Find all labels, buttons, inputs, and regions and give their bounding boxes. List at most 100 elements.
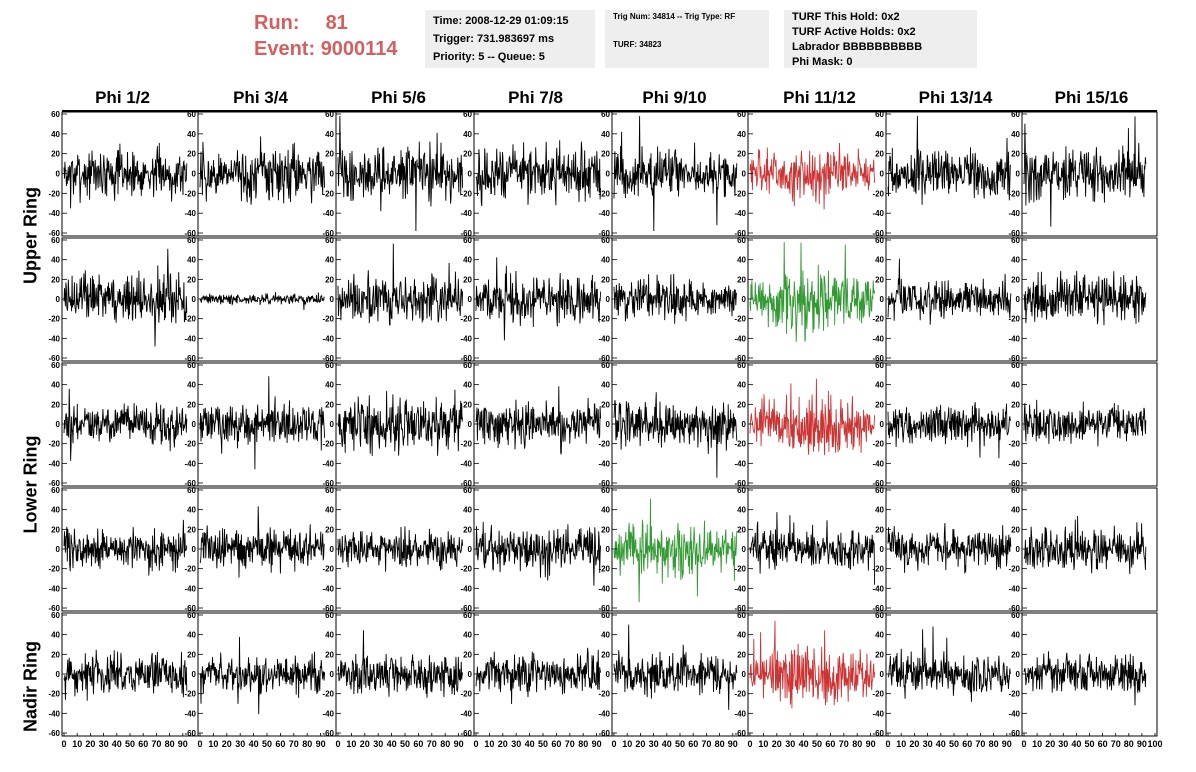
- y-tick-label: 60: [187, 236, 196, 245]
- x-tick-label: 80: [852, 739, 862, 749]
- x-tick-label: 20: [222, 739, 232, 749]
- y-tick-label: 0: [1016, 295, 1021, 304]
- waveform-trace: [613, 498, 738, 603]
- y-tick-label: -60: [48, 604, 60, 613]
- y-tick-label: -20: [460, 440, 472, 449]
- trigger-line: Trigger: 731.983697 ms: [433, 33, 555, 45]
- x-tick-label: 10: [758, 739, 768, 749]
- waveform-trace: [887, 258, 1012, 325]
- y-tick-label: -20: [598, 690, 610, 699]
- y-tick-label: 40: [1011, 631, 1020, 640]
- y-tick-label: 40: [1011, 256, 1020, 265]
- y-tick-label: 20: [51, 400, 60, 409]
- run-line: Run: 81: [254, 10, 397, 36]
- panel-r3-c5: -60 -40 -20 0 20 40 60: [598, 361, 749, 488]
- y-tick-label: 20: [187, 400, 196, 409]
- panel-r4-c1: -60 -40 -20 0 20 40 60: [48, 486, 199, 613]
- column-header-7: Phi 13/14: [918, 88, 993, 107]
- y-tick-label: -20: [460, 189, 472, 198]
- y-tick-label: 60: [51, 110, 60, 119]
- y-tick-label: -60: [322, 354, 334, 363]
- panel-r1-c8: -60 -40 -20 0 20 40 60: [1008, 110, 1158, 238]
- x-tick-label: 60: [275, 739, 285, 749]
- y-tick-label: 0: [742, 420, 747, 429]
- x-tick-label: 40: [112, 739, 122, 749]
- x-tick-label: 50: [949, 739, 959, 749]
- panel-r5-c7: -60 -40 -20 0 20 40 60: [872, 611, 1023, 738]
- y-tick-label: -20: [48, 315, 60, 324]
- y-tick-label: -40: [598, 584, 610, 593]
- y-tick-label: 60: [737, 486, 746, 495]
- y-tick-label: 40: [51, 130, 60, 139]
- waveform-trace: [887, 626, 1011, 702]
- waveform-trace: [1023, 116, 1147, 227]
- y-tick-label: 60: [325, 236, 334, 245]
- y-tick-label: -60: [734, 604, 746, 613]
- y-tick-label: 20: [737, 275, 746, 284]
- y-tick-label: 60: [463, 611, 472, 620]
- y-tick-label: 20: [601, 400, 610, 409]
- waveform-trace: [199, 292, 325, 311]
- x-tick-label: 50: [1084, 739, 1094, 749]
- y-tick-label: 0: [742, 170, 747, 179]
- y-tick-label: 40: [737, 631, 746, 640]
- y-tick-label: -20: [48, 565, 60, 574]
- y-tick-label: 60: [187, 486, 196, 495]
- panel-r2-c2: -60 -40 -20 0 20 40 60: [184, 236, 337, 363]
- waveform-trace: [199, 376, 326, 470]
- y-tick-label: 40: [51, 256, 60, 265]
- y-tick-label: -20: [872, 440, 884, 449]
- y-tick-label: 60: [51, 236, 60, 245]
- trig-num-line: Trig Num: 34814 -- Trig Type: RF: [613, 12, 736, 21]
- panel-r2-c8: -60 -40 -20 0 20 40 60: [1008, 236, 1158, 363]
- x-tick-label: 30: [923, 739, 933, 749]
- y-tick-label: 20: [875, 650, 884, 659]
- waveform-trace: [887, 522, 1012, 574]
- x-tick-label: 0: [61, 739, 66, 749]
- y-tick-label: -40: [598, 709, 610, 718]
- panel-r4-c3: -60 -40 -20 0 20 40 60: [322, 486, 475, 613]
- panel-r2-c3: -60 -40 -20 0 20 40 60: [322, 236, 475, 363]
- waveform-trace: [749, 512, 876, 585]
- panel-r2-c1: -60 -40 -20 0 20 40 60: [48, 236, 199, 363]
- x-tick-label: 10: [346, 739, 356, 749]
- y-tick-label: 0: [742, 295, 747, 304]
- y-tick-label: 0: [468, 295, 473, 304]
- y-tick-label: 60: [1011, 486, 1020, 495]
- x-tick-label: 90: [1002, 739, 1012, 749]
- y-tick-label: 40: [1011, 381, 1020, 390]
- column-header-8: Phi 15/16: [1054, 88, 1129, 107]
- x-tick-label: 60: [825, 739, 835, 749]
- y-tick-label: -40: [734, 584, 746, 593]
- y-tick-label: 40: [325, 381, 334, 390]
- x-tick-label: 90: [178, 739, 188, 749]
- y-tick-label: -20: [734, 565, 746, 574]
- x-tick-label: 20: [635, 739, 645, 749]
- y-tick-label: 0: [56, 420, 61, 429]
- waveform-trace: [475, 257, 602, 341]
- y-tick-label: 60: [875, 611, 884, 620]
- y-tick-label: -40: [1008, 209, 1020, 218]
- y-tick-label: 40: [875, 256, 884, 265]
- y-tick-label: 40: [187, 631, 196, 640]
- y-tick-label: -40: [460, 584, 472, 593]
- y-tick-label: -40: [1008, 584, 1020, 593]
- y-tick-label: -20: [872, 315, 884, 324]
- x-tick-label: 50: [538, 739, 548, 749]
- x-tick-label: 60: [413, 739, 423, 749]
- y-tick-label: 0: [192, 670, 197, 679]
- y-tick-label: 0: [606, 295, 611, 304]
- y-tick-label: -40: [1008, 459, 1020, 468]
- y-tick-label: -40: [184, 459, 196, 468]
- y-tick-label: 60: [463, 110, 472, 119]
- y-tick-label: -40: [598, 334, 610, 343]
- y-tick-label: 0: [1016, 670, 1021, 679]
- panel-r1-c7: -60 -40 -20 0 20 40 60: [872, 110, 1023, 238]
- waveform-trace: [63, 649, 188, 701]
- waveform-trace: [613, 624, 738, 710]
- y-tick-label: 0: [1016, 545, 1021, 554]
- y-tick-label: 0: [330, 545, 335, 554]
- y-tick-label: -60: [460, 229, 472, 238]
- y-tick-label: 60: [737, 236, 746, 245]
- y-tick-label: -60: [48, 729, 60, 738]
